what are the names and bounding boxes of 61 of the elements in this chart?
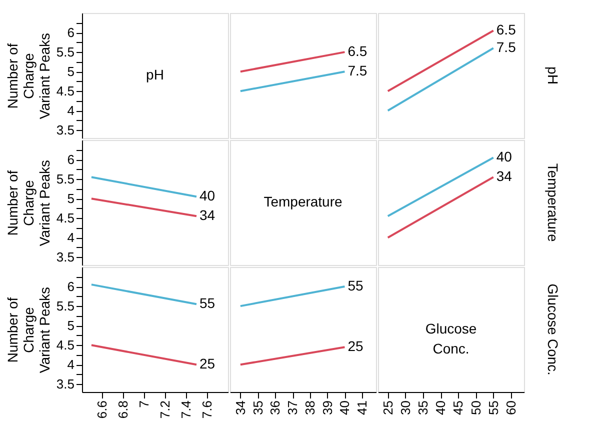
y-tick-label: 4	[67, 230, 74, 246]
annotation: pH	[146, 66, 164, 82]
y-tick-label: 3.5	[56, 122, 74, 138]
y-tick-label: 3.5	[56, 250, 74, 265]
series-label: 34	[199, 207, 216, 224]
x-tick-label: 25	[380, 400, 396, 415]
series-label: 40	[199, 188, 216, 204]
series-label: 25	[348, 338, 364, 354]
series-label: 34	[496, 168, 512, 184]
y-tick-label: 4	[67, 357, 74, 372]
y2-axis-title: pH	[545, 66, 561, 84]
y-tick-label: 4.5	[56, 84, 74, 99]
series-label: 40	[496, 148, 512, 165]
x-tick-label: 60	[503, 400, 518, 415]
x-tick-label: 35	[416, 400, 431, 415]
x-tick-label: 35	[250, 400, 266, 415]
x-tick-label: 40	[433, 400, 448, 415]
x-tick-label: 7.4	[178, 400, 194, 419]
y-tick-label: 5	[67, 64, 74, 80]
y-tick-label: 4	[67, 103, 74, 118]
annotation: Glucose Conc.	[425, 320, 477, 356]
y-axis-title: Number of Charge Variant Peaks	[4, 32, 52, 120]
y-tick-label: 4.5	[56, 338, 74, 353]
y-tick-label: 5	[67, 191, 74, 206]
x-tick-label: 40	[337, 400, 352, 415]
text: Temperature	[264, 194, 343, 210]
y-axis-title: Number of Charge Variant Peaks	[4, 160, 52, 246]
x-tick-label: 6.6	[94, 400, 110, 419]
series-label: 7.5	[496, 39, 516, 56]
y-axis-title: Number of Charge Variant Peaks	[4, 286, 52, 374]
x-tick-label: 7	[136, 400, 152, 408]
y-tick-label: 5	[67, 318, 74, 334]
x-tick-label: 37	[285, 400, 300, 415]
x-tick-label: 55	[486, 400, 501, 415]
y-tick-label: 6	[67, 152, 74, 168]
y-tick-label: 6	[67, 25, 74, 40]
y2-axis-title: Temperature	[545, 163, 561, 242]
x-tick-label: 38	[302, 400, 318, 415]
series-label: 6.5	[348, 43, 368, 60]
x-tick-label: 50	[468, 400, 484, 415]
y-tick-label: 5.5	[56, 298, 74, 314]
x-tick-label: 30	[398, 400, 413, 415]
x-tick-label: 41	[354, 400, 370, 415]
y-tick-label: 6	[67, 279, 74, 294]
x-tick-label: 7.6	[199, 400, 214, 419]
series-label: 55	[348, 278, 364, 294]
y-tick-label: 4.5	[56, 210, 74, 226]
x-tick-label: 7.2	[157, 400, 172, 419]
y2-axis-title: Glucose Conc.	[545, 284, 561, 376]
series-label: 25	[199, 356, 216, 372]
x-tick-label: 34	[232, 400, 248, 415]
series-label: 7.5	[348, 62, 368, 79]
series-label: 6.5	[496, 22, 516, 38]
x-tick-label: 39	[320, 400, 335, 415]
series-label: 55	[199, 295, 216, 312]
x-tick-label: 6.8	[115, 400, 130, 419]
y-tick-label: 5.5	[56, 172, 74, 187]
y-tick-label: 5.5	[56, 44, 74, 60]
x-tick-label: 36	[268, 400, 283, 415]
y-tick-label: 3.5	[56, 376, 74, 392]
x-tick-label: 45	[450, 400, 466, 415]
